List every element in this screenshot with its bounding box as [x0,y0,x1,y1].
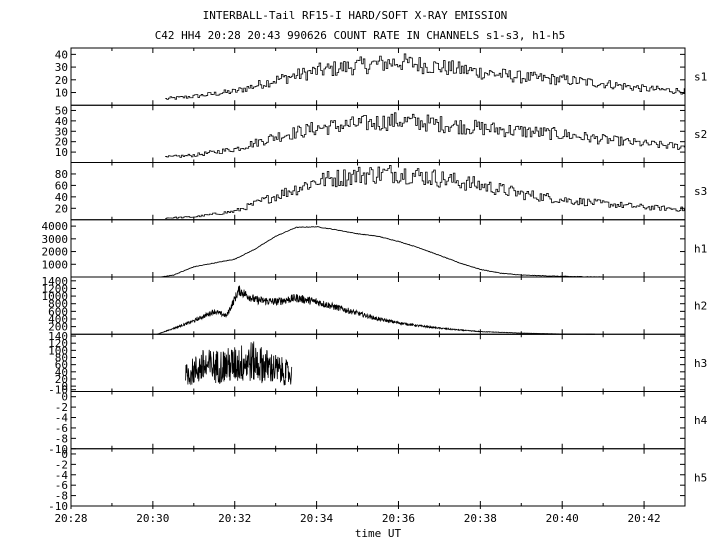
panel-h4: -10-8-6-4-20 h4 [48,391,707,456]
panel-frame-h4 [70,391,686,450]
y-tick-label-h4: -2 [55,401,68,414]
y-tick-label-h4: -8 [55,432,68,445]
channel-label-h4: h4 [694,414,708,427]
y-tick-label-h5: -6 [55,479,68,492]
series-line-s2 [165,112,685,158]
y-tick-label-h3: 80 [55,352,68,365]
series-line-h3 [185,341,293,386]
y-tick-label-h4: -4 [55,412,69,425]
y-tick-label-h2: 600 [48,305,68,318]
y-tick-label-h1: 2000 [42,246,69,259]
x-tick-label: 20:42 [628,512,661,525]
channel-label-h1: h1 [694,242,707,255]
y-tick-label-s2: 10 [55,146,68,159]
y-tick-label-s2: 40 [55,115,68,128]
x-tick-label: 20:40 [546,512,579,525]
panel-frame-h1 [70,219,686,278]
y-tick-label-h2: 1400 [42,275,69,288]
x-tick-label: 20:28 [54,512,87,525]
panel-frame-s2 [70,104,686,163]
y-tick-label-h3: 120 [48,337,68,350]
y-tick-label-h1: 1000 [42,258,69,271]
x-tick-label: 20:30 [136,512,169,525]
x-axis-label: time UT [355,527,402,540]
y-tick-label-s3: 80 [55,168,68,181]
channel-label-h2: h2 [694,300,707,313]
y-tick-label-h2: 400 [48,313,68,326]
panel-frame-h2 [70,276,686,335]
panels-group: 10203040s11020304050s220406080s310002000… [42,47,708,513]
y-tick-label-s2: 50 [55,104,68,117]
y-tick-label-h2: 1200 [42,282,69,295]
y-tick-label-h4: -6 [55,422,68,435]
series-line-s3 [165,165,685,219]
channel-label-s3: s3 [694,185,707,198]
y-tick-label-h1: 3000 [42,233,69,246]
y-tick-label-h4: 0 [61,391,68,404]
x-tick-label: 20:38 [464,512,497,525]
y-tick-label-h3: 140 [48,330,68,343]
y-tick-label-h2: 200 [48,321,68,334]
panel-frame-h3 [70,333,686,392]
series-line-h2 [156,285,595,335]
panel-frame-s1 [70,47,686,106]
channel-label-h5: h5 [694,471,707,484]
y-tick-label-h3: 60 [55,359,68,372]
y-tick-label-h1: 4000 [42,220,69,233]
y-tick-label-s3: 40 [55,191,68,204]
chart-title: INTERBALL-Tail RF15-I HARD/SOFT X-RAY EM… [203,9,508,22]
y-tick-label-h3: -10 [48,384,68,397]
y-tick-label-s2: 20 [55,136,68,149]
series-line-s1 [165,53,685,100]
y-tick-label-h3: 40 [55,366,68,379]
y-tick-label-h5: 0 [61,448,68,461]
panel-frame-h5 [70,448,686,507]
x-tick-label: 20:36 [382,512,415,525]
y-tick-label-h5: -4 [55,469,69,482]
x-tick-label: 20:32 [218,512,251,525]
y-tick-label-s1: 20 [55,74,68,87]
channel-label-h3: h3 [694,357,707,370]
y-tick-label-h3: 20 [55,373,68,386]
y-tick-label-s1: 40 [55,48,68,61]
series-line-h1 [160,226,604,278]
chart-subtitle: C42 HH4 20:28 20:43 990626 COUNT RATE IN… [155,29,566,42]
y-tick-label-s1: 10 [55,87,68,100]
x-axis: 20:28 20:30 20:32 20:34 20:36 20:38 20:40 20:42 [54,506,661,525]
panel-h5: -10-8-6-4-20 h5 [48,448,707,513]
y-tick-label-s3: 60 [55,179,68,192]
y-tick-label-h3: 0 [61,380,68,393]
y-tick-label-h2: 800 [48,298,68,311]
y-tick-label-s3: 20 [55,202,68,215]
channel-label-s1: s1 [694,71,707,84]
y-tick-label-h3: 100 [48,344,68,357]
y-tick-label-h5: -8 [55,490,68,503]
y-tick-label-h5: -2 [55,458,68,471]
y-tick-label-s1: 30 [55,61,68,74]
x-tick-label: 20:34 [300,512,333,525]
y-tick-label-h5: -10 [48,500,68,513]
channel-label-s2: s2 [694,128,707,141]
y-tick-label-h2: 1000 [42,290,69,303]
y-tick-label-s2: 30 [55,125,68,138]
y-tick-label-h4: -10 [48,443,68,456]
